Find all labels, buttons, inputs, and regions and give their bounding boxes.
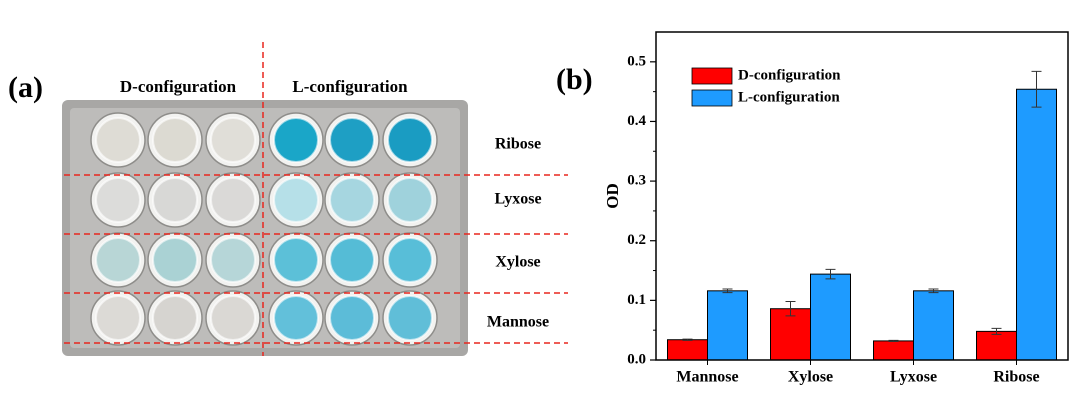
error-bar [928, 288, 939, 294]
well-liquid [210, 177, 256, 223]
well-liquid [152, 117, 198, 163]
column-label: D-configuration [120, 77, 237, 96]
well-liquid [273, 295, 319, 341]
bar [873, 340, 914, 361]
y-tick-label: 0.0 [627, 351, 646, 367]
y-axis-label: OD [603, 183, 622, 209]
error-bar [825, 268, 836, 280]
y-tick-label: 0.5 [627, 53, 646, 69]
row-label: Mannose [487, 314, 549, 331]
well-liquid [210, 117, 256, 163]
well-liquid [273, 177, 319, 223]
well-liquid [387, 237, 433, 283]
well-liquid [152, 237, 198, 283]
legend-swatch [691, 89, 733, 107]
row-label: Xylose [495, 254, 540, 271]
error-bar [1031, 70, 1042, 108]
bar [913, 290, 954, 361]
legend-label: D-configuration [738, 67, 841, 83]
well-liquid [273, 117, 319, 163]
panel-label: (a) [8, 71, 43, 104]
well-liquid [95, 237, 141, 283]
column-label: L-configuration [292, 77, 408, 96]
row-label: Lyxose [494, 191, 541, 208]
legend-label: L-configuration [738, 89, 840, 105]
y-tick-label: 0.4 [627, 113, 646, 129]
well-liquid [273, 237, 319, 283]
well-liquid [152, 295, 198, 341]
error-bar [991, 327, 1002, 335]
well-liquid [329, 295, 375, 341]
well-liquid [387, 177, 433, 223]
y-tick-label: 0.1 [627, 292, 646, 308]
bar [976, 330, 1017, 361]
panel-label: (b) [556, 63, 593, 96]
y-tick-label: 0.3 [627, 173, 646, 189]
bar [707, 290, 748, 361]
well-liquid [387, 295, 433, 341]
y-tick-label: 0.2 [627, 232, 646, 248]
legend-swatch [691, 67, 733, 85]
well-liquid [387, 117, 433, 163]
error-bar [785, 301, 796, 317]
error-bar [888, 339, 899, 343]
well-liquid [329, 117, 375, 163]
x-tick-label: Ribose [993, 369, 1039, 386]
photo-panel: (a) D-configuration L-configuration Ribo… [8, 42, 568, 356]
x-tick-label: Lyxose [890, 369, 937, 386]
x-tick-label: Xylose [788, 369, 833, 386]
well-liquid [329, 177, 375, 223]
row-label: Ribose [495, 136, 541, 153]
bar [810, 273, 851, 361]
plate-surface [70, 108, 460, 348]
bar [667, 339, 708, 361]
well-liquid [210, 295, 256, 341]
well-liquid [152, 177, 198, 223]
well-liquid [210, 237, 256, 283]
well-liquid [329, 237, 375, 283]
well-liquid [95, 117, 141, 163]
error-bar [722, 288, 733, 294]
bar [770, 308, 811, 361]
well-liquid [95, 295, 141, 341]
bar-chart: (b) OD 0.0 0.1 0.2 0.3 0.4 0.5 Mannose Xylose Ly… [556, 31, 1069, 386]
x-tick-label: Mannose [676, 369, 738, 386]
error-bar [682, 338, 693, 341]
well-liquid [95, 177, 141, 223]
bar [1016, 88, 1057, 361]
plot-frame [655, 31, 1069, 361]
